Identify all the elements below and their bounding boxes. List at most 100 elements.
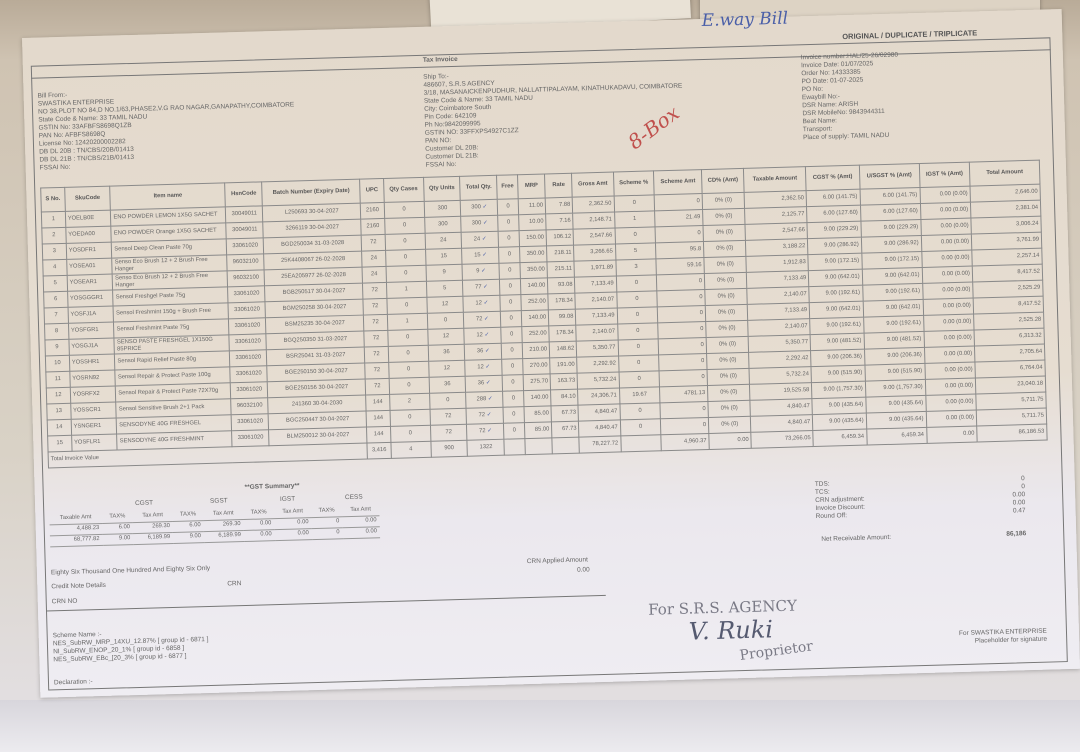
gst-group-igst: IGST (279, 495, 296, 503)
table-cell: 0% (0) (708, 416, 752, 434)
column-header: UPC (359, 178, 384, 204)
table-cell: 6.00 (127.60) (806, 205, 861, 223)
table-cell: 72 (363, 314, 388, 332)
table-cell: 33061020 (226, 237, 264, 255)
table-cell: YOSEA01 (66, 258, 113, 276)
table-cell: 72 ✓ (466, 423, 505, 441)
column-header: HsnCode (225, 181, 263, 207)
total-amount: 86,186.53 (976, 424, 1048, 442)
table-cell: 72 (364, 346, 389, 364)
table-cell: 9.00 (642.01) (808, 269, 863, 287)
table-cell: 0 (617, 338, 659, 356)
net-receivable-label: Net Receivable Amount: (821, 533, 892, 543)
table-cell: 33061020 (228, 317, 267, 335)
table-cell: 72 (365, 378, 390, 396)
table-cell: 11 (45, 371, 70, 388)
table-cell: 2,705.64 (974, 344, 1045, 363)
table-cell: 0% (0) (707, 400, 751, 418)
table-cell: 2,362.50 (572, 196, 615, 214)
check-mark-icon: ✓ (481, 220, 488, 227)
crn-column: CRN (227, 580, 242, 588)
table-cell: 9.00 (435.64) (812, 397, 866, 415)
table-cell: 0 (618, 354, 660, 372)
table-cell: 0 (618, 370, 660, 388)
table-cell: 140.00 (521, 309, 549, 327)
table-cell: 67.73 (551, 405, 579, 422)
table-cell: 12 (428, 360, 466, 378)
table-cell: 218.11 (546, 245, 575, 262)
table-cell: 36 (427, 344, 466, 362)
table-cell: 0.00 (0.00) (920, 234, 972, 252)
table-cell: 215.11 (547, 261, 575, 278)
table-cell: 3,188.22 (745, 238, 809, 257)
scheme-block: Scheme Name :- NES_SubRW_MRP_14XU_12.87%… (53, 628, 209, 664)
table-cell: 72 (362, 282, 387, 300)
column-header: Scheme % (613, 170, 655, 197)
table-cell: 12 (46, 387, 71, 404)
table-cell: 2,292.92 (577, 355, 619, 374)
table-cell: 0 (500, 310, 522, 328)
table-cell: 2,140.07 (575, 292, 617, 310)
column-header: Qty Units (423, 176, 461, 202)
check-mark-icon: ✓ (482, 316, 489, 323)
table-cell: 0% (0) (707, 368, 750, 386)
table-cell: 2,525.29 (972, 280, 1044, 299)
table-cell: 96032100 (231, 397, 269, 415)
column-header: Scheme Amt (653, 169, 703, 195)
table-cell: 0 (655, 225, 704, 243)
table-cell: 0 (660, 417, 709, 435)
table-cell: YOSEAR1 (66, 274, 113, 292)
table-cell: 0 (499, 262, 521, 280)
gst-cell: 0.00 (342, 526, 381, 539)
table-cell: 9 ✓ (462, 263, 500, 281)
table-cell: 0 (390, 425, 431, 443)
gst-cell: 0.00 (274, 528, 313, 541)
table-cell: 0.00 (0.00) (922, 298, 974, 316)
table-cell: 163.73 (550, 373, 578, 390)
column-header: Item name (110, 182, 226, 211)
table-cell: YOSSHR1 (69, 354, 116, 372)
adjustment-value: 0 (1021, 483, 1026, 491)
table-cell: 9.00 (192.61) (863, 315, 924, 334)
table-cell: 3,761.99 (971, 232, 1042, 251)
check-mark-icon: ✓ (480, 204, 488, 211)
table-cell: 9.00 (286.92) (861, 235, 922, 254)
column-header: CD% (Amt) (701, 168, 745, 194)
table-cell: 2,292.42 (748, 350, 812, 369)
check-mark-icon: ✓ (484, 380, 491, 387)
crn-applied-value: 0.00 (576, 566, 590, 574)
table-cell: 9.00 (515.90) (811, 365, 866, 383)
table-cell: 5,350.77 (748, 334, 811, 353)
table-cell: 9.00 (192.61) (862, 283, 923, 302)
table-cell: 9 (425, 264, 463, 282)
table-cell: 7,133.49 (574, 276, 617, 294)
table-cell: 106.12 (546, 229, 574, 246)
column-header: MRP (517, 173, 546, 199)
table-cell: 9.00 (642.01) (862, 299, 924, 318)
gst-column-header: TAX% (311, 505, 343, 518)
table-cell: 0 (503, 422, 525, 440)
table-cell: 0 (387, 345, 429, 363)
gst-column-header: TAX% (101, 511, 133, 523)
table-cell: 9.00 (1,757.30) (865, 379, 926, 398)
table-cell: 0 (654, 193, 703, 211)
table-cell: 0 (388, 377, 430, 395)
adjustment-value: 0 (1020, 475, 1025, 483)
table-cell: 0 (383, 201, 425, 219)
table-cell: 6,764.04 (974, 360, 1046, 379)
table-cell: 30049011 (226, 221, 264, 239)
table-cell: 1 (41, 211, 66, 229)
total-sgst: 6,459.34 (866, 427, 927, 446)
gst-cell: 0 (311, 516, 343, 529)
table-cell: 6.00 (141.75) (806, 189, 861, 207)
table-cell: 33061020 (229, 349, 267, 367)
table-cell: 178.34 (548, 325, 577, 342)
table-cell: 5 (43, 275, 68, 292)
table-cell: YOSDFR1 (65, 242, 113, 260)
table-cell: 0% (0) (703, 240, 747, 258)
table-cell: 0.00 (0.00) (923, 314, 975, 332)
eway-bill-note: E.way Bill (701, 8, 789, 32)
table-cell: 84.10 (550, 389, 579, 406)
table-cell: 0 (501, 342, 523, 360)
table-cell: 288 ✓ (466, 391, 504, 409)
